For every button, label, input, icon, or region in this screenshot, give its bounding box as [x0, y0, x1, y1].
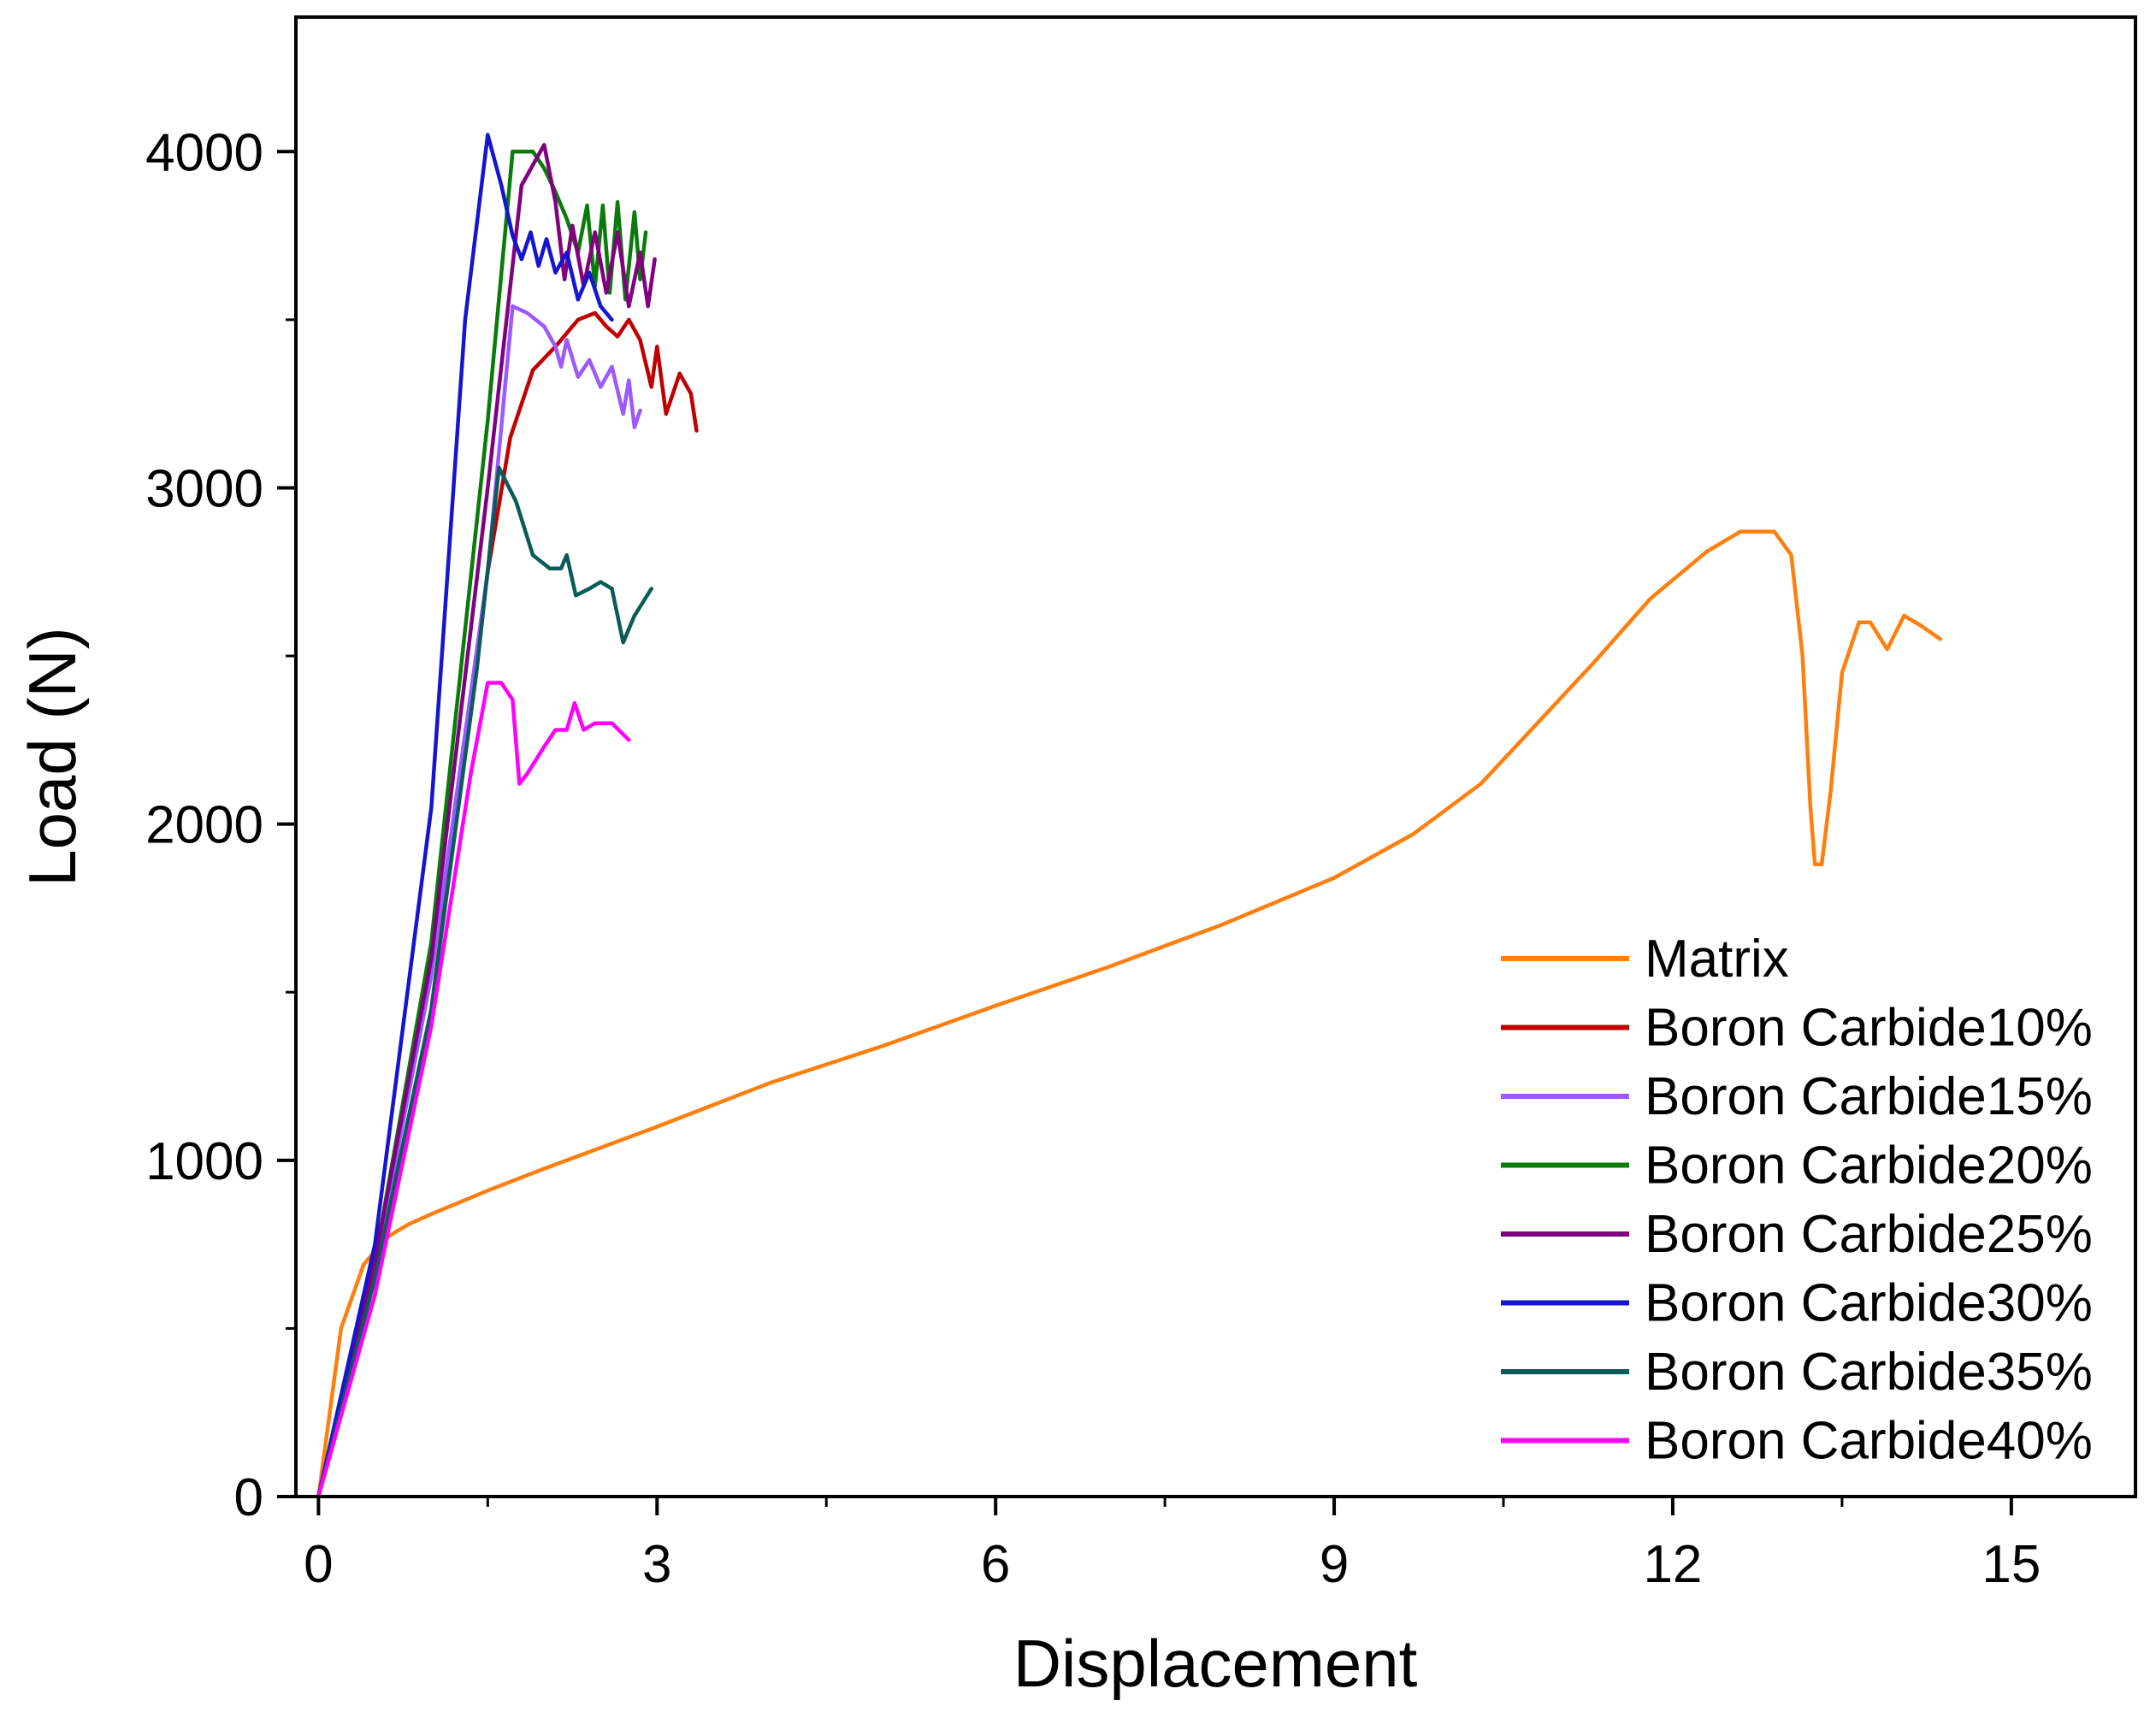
series-group — [316, 133, 1942, 1499]
series-line-0 — [316, 529, 1942, 1499]
y-tick-label: 0 — [234, 1468, 263, 1527]
legend-label: Boron Carbide30% — [1645, 1274, 2093, 1333]
legend-label: Boron Carbide35% — [1645, 1343, 2093, 1402]
series-line-5 — [316, 133, 614, 1499]
legend-label: Boron Carbide15% — [1645, 1067, 2093, 1126]
axis-ticks: 0 3 6 9 12 15 0 1000 2000 3000 4000 — [145, 123, 2041, 1594]
series-line-1 — [316, 310, 699, 1499]
legend-label: Boron Carbide25% — [1645, 1205, 2093, 1264]
x-tick-label: 12 — [1643, 1535, 1702, 1594]
x-tick-label: 0 — [304, 1535, 333, 1594]
y-tick-label: 2000 — [145, 796, 263, 855]
plot-frame — [294, 15, 2137, 1498]
legend-label: Matrix — [1645, 930, 1789, 989]
legend-label: Boron Carbide10% — [1645, 999, 2093, 1058]
series-line-6 — [316, 465, 653, 1499]
x-tick-label: 6 — [981, 1535, 1010, 1594]
x-axis-title: Displacement — [1013, 1626, 1418, 1701]
x-tick-label: 9 — [1320, 1535, 1349, 1594]
y-tick-label: 1000 — [145, 1132, 263, 1191]
series-line-7 — [316, 681, 631, 1499]
legend: Matrix Boron Carbide10% Boron Carbide15% Bo… — [1501, 930, 2093, 1471]
legend-label: Boron Carbide20% — [1645, 1137, 2093, 1196]
y-tick-label: 3000 — [145, 459, 263, 518]
x-tick-label: 3 — [642, 1535, 671, 1594]
x-tick-label: 15 — [1982, 1535, 2041, 1594]
legend-label: Boron Carbide40% — [1645, 1412, 2093, 1471]
series-line-4 — [316, 143, 657, 1499]
y-tick-label: 4000 — [145, 123, 263, 182]
y-axis-title: Load (N) — [15, 627, 90, 886]
